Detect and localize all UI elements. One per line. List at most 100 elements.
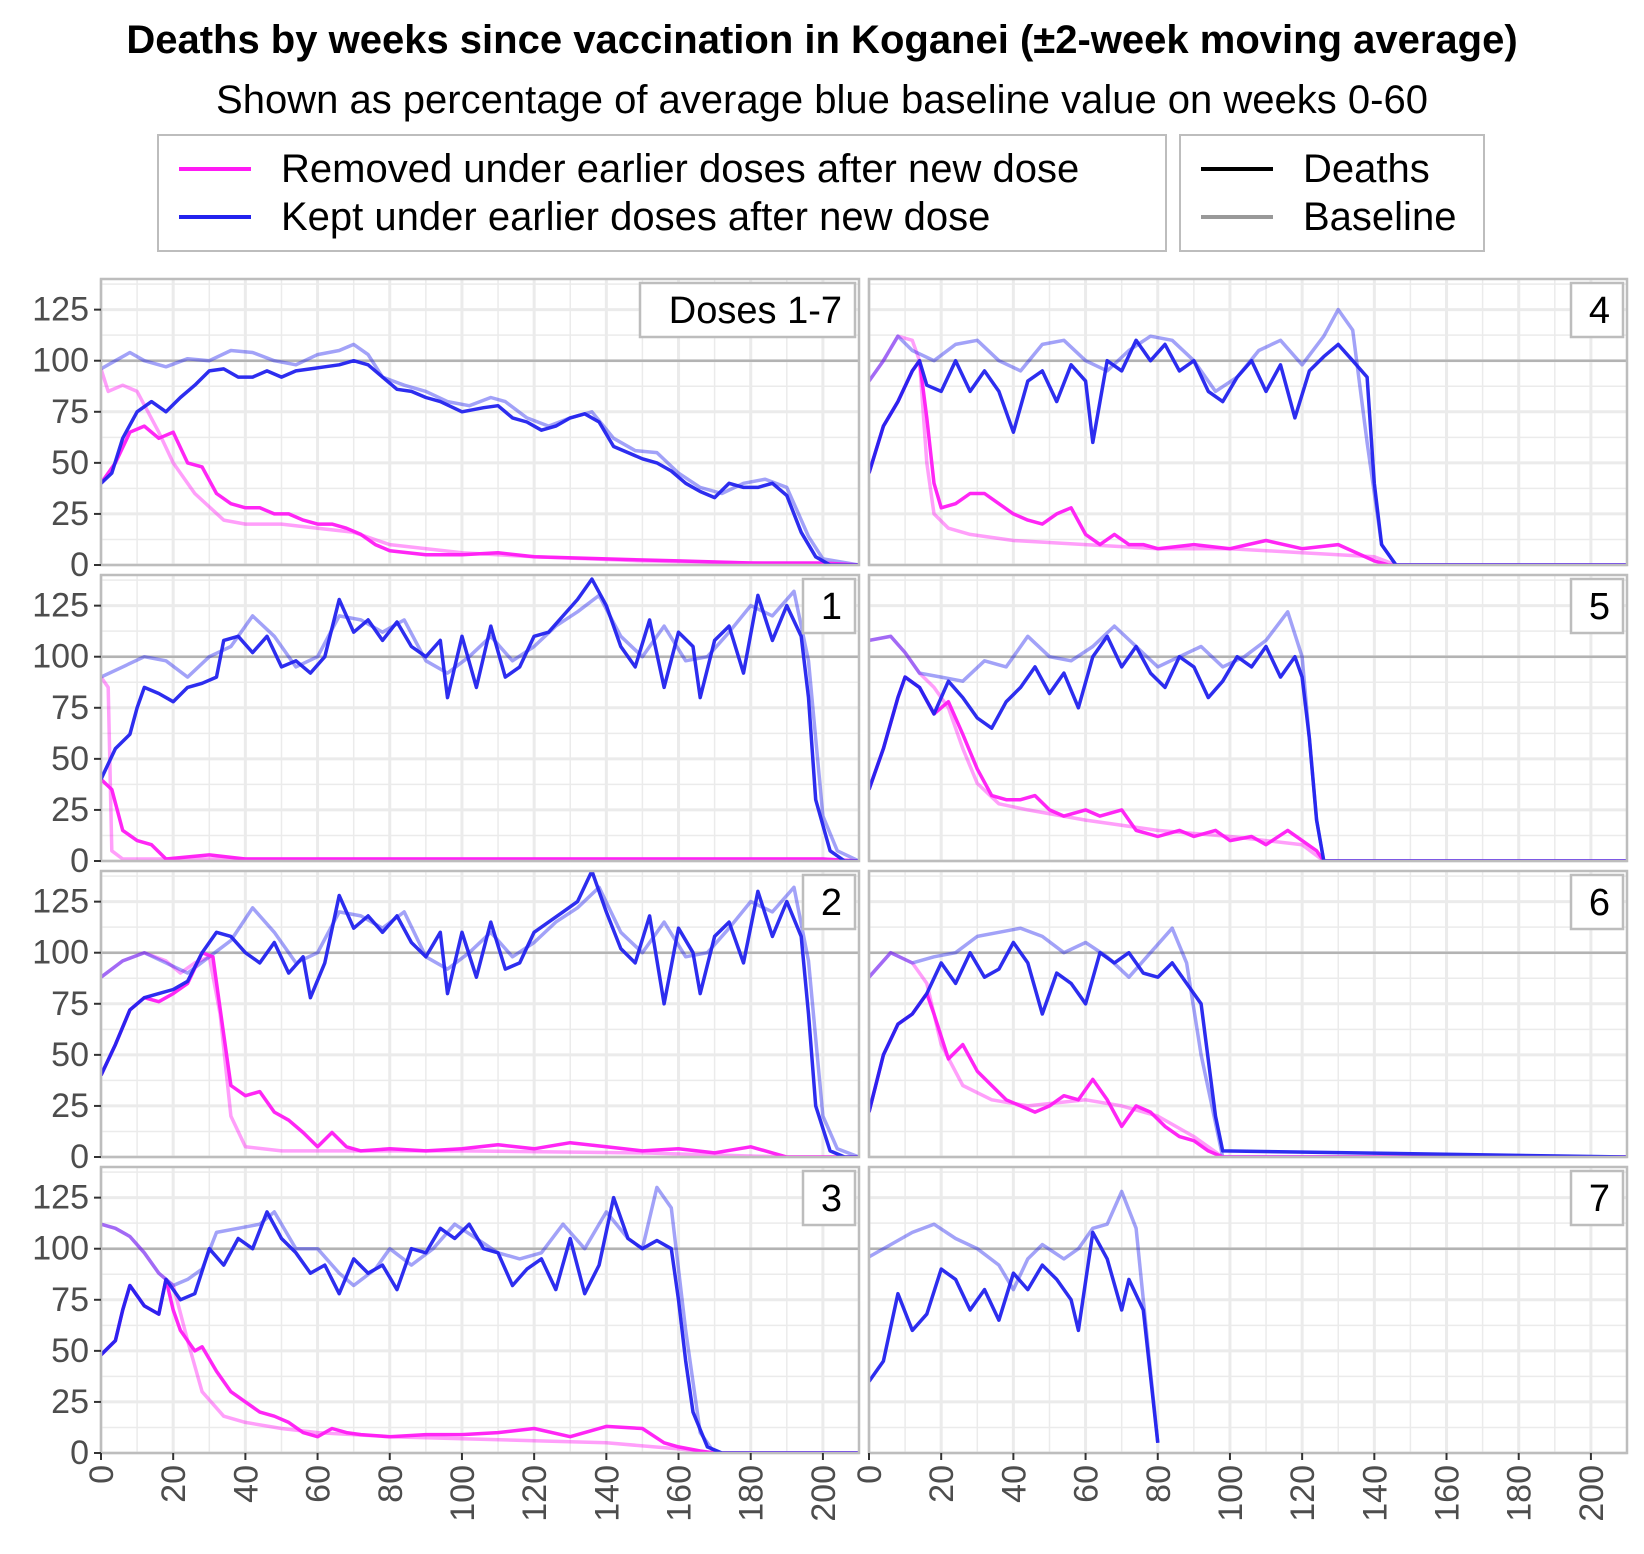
x-tick-label: 40 (227, 1465, 265, 1503)
x-tick-label: 140 (1356, 1465, 1394, 1522)
removed-deaths-line (101, 778, 859, 861)
facet-label: 2 (821, 882, 842, 924)
y-tick-label: 25 (51, 1087, 89, 1125)
y-tick-label: 75 (51, 689, 89, 727)
x-tick-label: 180 (733, 1465, 771, 1522)
facet-panel: Doses 1-7 0 25 50 75 100 125 (32, 277, 861, 584)
x-tick-label: 60 (300, 1465, 338, 1503)
x-tick-label: 0 (851, 1465, 889, 1484)
x-tick-label: 100 (444, 1465, 482, 1522)
removed-baseline-line (101, 676, 859, 861)
facet-panel: 5 (867, 573, 1629, 863)
legend-key-kept (179, 215, 251, 219)
legend-color: Removed under earlier doses after new do… (157, 134, 1167, 252)
legend-label-kept: Kept under earlier doses after new dose (281, 194, 991, 239)
y-tick-label: 125 (32, 291, 89, 329)
y-tick-label: 0 (70, 1434, 89, 1472)
legend-item-removed: Removed under earlier doses after new do… (179, 144, 1079, 194)
facet-label-box (638, 281, 857, 339)
legend-key-deaths (1201, 167, 1273, 171)
x-tick-label: 20 (923, 1465, 961, 1503)
series-group (101, 871, 859, 1157)
y-tick-label: 25 (51, 791, 89, 829)
kept-baseline-line (869, 610, 1627, 861)
facet-label: 6 (1589, 882, 1610, 924)
removed-deaths-line (101, 424, 859, 565)
removed-deaths-line (869, 991, 1627, 1157)
series-group (869, 926, 1627, 1157)
legend-type: Deaths Baseline (1179, 134, 1485, 252)
legend-key-baseline (1201, 215, 1273, 219)
panel-border (867, 573, 1629, 863)
kept-deaths-line (101, 871, 859, 1157)
kept-deaths-line (869, 338, 1627, 565)
y-tick-label: 0 (70, 546, 89, 584)
panel-border (99, 1165, 861, 1455)
facet-label-box (1569, 281, 1625, 339)
series-group (101, 1185, 859, 1453)
facet-label-box (1569, 1169, 1625, 1227)
x-tick-label: 200 (1573, 1465, 1611, 1522)
series-group (869, 307, 1627, 565)
chart-title: Deaths by weeks since vaccination in Kog… (126, 18, 1518, 62)
facet-label: 5 (1589, 586, 1610, 628)
panel-border (867, 277, 1629, 567)
legend-label-baseline: Baseline (1303, 194, 1457, 239)
facet-panel: 7 0 20 40 60 80 100 120 140 160 180 200 (851, 1165, 1629, 1522)
x-tick-label: 80 (1140, 1465, 1178, 1503)
y-tick-label: 25 (51, 495, 89, 533)
x-tick-label: 60 (1068, 1465, 1106, 1503)
facet-label: Doses 1-7 (669, 290, 842, 332)
facet-label: 4 (1589, 290, 1610, 332)
kept-baseline-line (101, 885, 859, 1157)
y-tick-label: 100 (32, 934, 89, 972)
facet-label: 3 (821, 1178, 842, 1220)
panel-border (867, 869, 1629, 1159)
series-group (869, 1189, 1160, 1443)
series-group (101, 577, 859, 861)
facet-label-box (801, 1169, 857, 1227)
removed-baseline-line (101, 1222, 859, 1453)
y-tick-label: 100 (32, 342, 89, 380)
facet-label-box (1569, 873, 1625, 931)
facet-label: 7 (1589, 1178, 1610, 1220)
y-tick-label: 50 (51, 1036, 89, 1074)
y-tick-label: 100 (32, 638, 89, 676)
y-tick-label: 125 (32, 587, 89, 625)
facet-panel: 1 0 25 50 75 100 125 (32, 573, 861, 880)
facet-panel: 4 (867, 277, 1629, 567)
y-tick-label: 50 (51, 740, 89, 778)
x-tick-label: 160 (661, 1465, 699, 1522)
panel-border (99, 573, 861, 863)
series-group (869, 610, 1627, 861)
legend-label-deaths: Deaths (1303, 146, 1430, 191)
x-tick-label: 80 (372, 1465, 410, 1503)
kept-baseline-line (869, 307, 1627, 565)
panel-border (99, 277, 861, 567)
y-tick-label: 50 (51, 444, 89, 482)
facet-panel: 6 (867, 869, 1629, 1159)
facet-label-box (1569, 577, 1625, 635)
y-tick-label: 100 (32, 1230, 89, 1268)
removed-deaths-line (869, 675, 1627, 861)
kept-baseline-line (101, 589, 859, 861)
x-tick-label: 0 (83, 1465, 121, 1484)
x-tick-label: 200 (805, 1465, 843, 1522)
removed-baseline-line (101, 950, 859, 1157)
x-tick-label: 20 (155, 1465, 193, 1503)
x-tick-label: 160 (1429, 1465, 1467, 1522)
kept-baseline-line (869, 1189, 1160, 1443)
kept-deaths-line (869, 940, 1627, 1157)
facet-label-box (801, 577, 857, 635)
kept-baseline-line (101, 342, 859, 565)
removed-baseline-line (869, 634, 1627, 861)
x-tick-label: 100 (1212, 1465, 1250, 1522)
removed-deaths-line (101, 950, 859, 1157)
legend-item-kept: Kept under earlier doses after new dose (179, 192, 990, 242)
y-tick-label: 25 (51, 1383, 89, 1421)
x-tick-label: 40 (995, 1465, 1033, 1503)
removed-deaths-line (869, 358, 1627, 565)
facet-panel: 2 0 25 50 75 100 125 (32, 869, 861, 1176)
kept-deaths-line (869, 1230, 1160, 1443)
removed-baseline-line (869, 334, 1627, 565)
